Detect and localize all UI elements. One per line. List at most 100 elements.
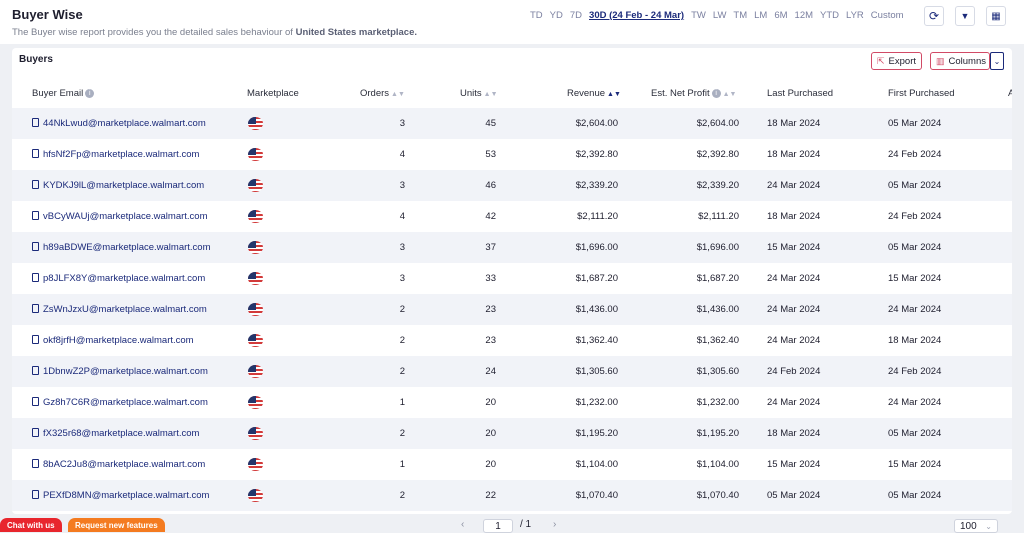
- col-buyer-email: Buyer Email i: [32, 88, 95, 99]
- export-icon: ⇱: [877, 55, 885, 66]
- col-net-profit[interactable]: Est. Net Profit i ▲▼: [651, 88, 736, 99]
- buyer-email-cell[interactable]: 44NkLwud@marketplace.walmart.com: [32, 118, 206, 129]
- units-cell: 22: [485, 490, 496, 501]
- per-page-value: 100: [960, 521, 977, 532]
- copy-icon[interactable]: [32, 118, 39, 127]
- table-row: ZsWnJzxU@marketplace.walmart.com 2 23 $1,43…: [12, 294, 1012, 325]
- buyer-email-cell[interactable]: KYDKJ9lL@marketplace.walmart.com: [32, 180, 204, 191]
- buyer-email-cell[interactable]: vBCyWAUj@marketplace.walmart.com: [32, 211, 208, 222]
- info-icon[interactable]: i: [85, 88, 95, 98]
- range-option[interactable]: 12M: [794, 10, 814, 21]
- filter-icon: ▼: [960, 11, 970, 21]
- first-purchased-cell: 15 Mar 2024: [888, 459, 942, 470]
- col-orders[interactable]: Orders ▲▼: [360, 88, 405, 99]
- copy-icon[interactable]: [32, 397, 39, 406]
- columns-dropdown-toggle[interactable]: ⌄: [990, 52, 1004, 70]
- table-row: p8JLFX8Y@marketplace.walmart.com 3 33 $1,68…: [12, 263, 1012, 294]
- last-purchased-cell: 24 Mar 2024: [767, 304, 821, 315]
- range-option[interactable]: LYR: [846, 10, 864, 21]
- range-option[interactable]: TM: [733, 10, 748, 21]
- buyer-email-cell[interactable]: 1DbnwZ2P@marketplace.walmart.com: [32, 366, 208, 377]
- copy-icon[interactable]: [32, 304, 39, 313]
- refresh-button[interactable]: ⟳: [924, 6, 944, 26]
- subtitle-text: The Buyer wise report provides you the d…: [12, 27, 296, 38]
- us-flag-icon: [248, 117, 263, 130]
- copy-icon[interactable]: [32, 335, 39, 344]
- copy-icon[interactable]: [32, 459, 39, 468]
- col-label: First Purchased: [888, 88, 955, 99]
- orders-cell: 2: [399, 366, 405, 377]
- sort-active-icon: ▲▼: [607, 91, 621, 98]
- last-purchased-cell: 15 Mar 2024: [767, 459, 821, 470]
- range-option[interactable]: TW: [691, 10, 706, 21]
- page-subtitle: The Buyer wise report provides you the d…: [12, 27, 417, 38]
- copy-icon[interactable]: [32, 211, 39, 220]
- range-option[interactable]: LW: [712, 10, 727, 21]
- units-cell: 45: [485, 118, 496, 129]
- range-option[interactable]: Custom: [870, 10, 904, 21]
- request-features-button[interactable]: Request new features: [68, 518, 165, 532]
- buyer-email-cell[interactable]: okf8jrfH@marketplace.walmart.com: [32, 335, 194, 346]
- buyer-email-cell[interactable]: fX325r68@marketplace.walmart.com: [32, 428, 199, 439]
- buyer-email-cell[interactable]: h89aBDWE@marketplace.walmart.com: [32, 242, 211, 253]
- chat-with-us-button[interactable]: Chat with us: [0, 518, 62, 532]
- last-purchased-cell: 24 Feb 2024: [767, 366, 821, 377]
- col-revenue[interactable]: Revenue ▲▼: [567, 88, 621, 99]
- first-purchased-cell: 05 Mar 2024: [888, 242, 942, 253]
- sort-icon: ▲▼: [391, 91, 405, 98]
- col-label: Marketplace: [247, 88, 299, 99]
- buyer-email: okf8jrfH@marketplace.walmart.com: [43, 335, 194, 346]
- revenue-cell: $1,195.20: [575, 428, 618, 439]
- copy-icon[interactable]: [32, 428, 39, 437]
- range-option[interactable]: 30D (24 Feb - 24 Mar): [589, 10, 685, 21]
- columns-button[interactable]: ▥ Columns: [930, 52, 990, 70]
- range-option[interactable]: 7D: [569, 10, 583, 21]
- export-label: Export: [888, 55, 917, 67]
- table-row: vBCyWAUj@marketplace.walmart.com 4 42 $2,11…: [12, 201, 1012, 232]
- last-purchased-cell: 18 Mar 2024: [767, 149, 821, 160]
- buyer-email-cell[interactable]: hfsNf2Fp@marketplace.walmart.com: [32, 149, 199, 160]
- page-input[interactable]: 1: [483, 519, 513, 533]
- per-page-select[interactable]: 100 ⌄: [954, 519, 998, 533]
- table-row: KYDKJ9lL@marketplace.walmart.com 3 46 $2,33…: [12, 170, 1012, 201]
- orders-cell: 4: [399, 211, 405, 222]
- range-option[interactable]: YD: [549, 10, 563, 21]
- table-row: PEXfD8MN@marketplace.walmart.com 2 22 $1,07…: [12, 480, 1012, 511]
- layout-button[interactable]: ▦: [986, 6, 1006, 26]
- range-option[interactable]: LM: [754, 10, 768, 21]
- net-profit-cell: $1,687.20: [696, 273, 739, 284]
- copy-icon[interactable]: [32, 366, 39, 375]
- buyer-email-cell[interactable]: 8bAC2Ju8@marketplace.walmart.com: [32, 459, 205, 470]
- filter-button[interactable]: ▼: [955, 6, 975, 26]
- info-icon[interactable]: i: [711, 88, 721, 98]
- refresh-icon: ⟳: [928, 9, 940, 23]
- buyer-email: fX325r68@marketplace.walmart.com: [43, 428, 200, 439]
- buyer-email: Gz8h7C6R@marketplace.walmart.com: [43, 397, 208, 408]
- col-label: Orders: [360, 88, 390, 99]
- copy-icon[interactable]: [32, 273, 39, 282]
- range-option[interactable]: YTD: [820, 10, 840, 21]
- first-purchased-cell: 05 Mar 2024: [888, 428, 942, 439]
- units-cell: 37: [485, 242, 496, 253]
- buyer-email-cell[interactable]: Gz8h7C6R@marketplace.walmart.com: [32, 397, 208, 408]
- range-option[interactable]: 6M: [774, 10, 788, 21]
- units-cell: 33: [485, 273, 496, 284]
- buyer-email-cell[interactable]: PEXfD8MN@marketplace.walmart.com: [32, 490, 209, 501]
- last-purchased-cell: 24 Mar 2024: [767, 273, 821, 284]
- copy-icon[interactable]: [32, 242, 39, 251]
- table-row: hfsNf2Fp@marketplace.walmart.com 4 53 $2,39…: [12, 139, 1012, 170]
- us-flag-icon: [248, 427, 263, 440]
- buyer-email-cell[interactable]: ZsWnJzxU@marketplace.walmart.com: [32, 304, 207, 315]
- col-units[interactable]: Units ▲▼: [460, 88, 498, 99]
- range-option[interactable]: TD: [530, 10, 543, 21]
- col-label: A: [1008, 88, 1012, 99]
- next-page-button[interactable]: ›: [553, 519, 557, 530]
- buyer-email-cell[interactable]: p8JLFX8Y@marketplace.walmart.com: [32, 273, 205, 284]
- us-flag-icon: [248, 179, 263, 192]
- copy-icon[interactable]: [32, 180, 39, 189]
- export-button[interactable]: ⇱ Export: [871, 52, 923, 70]
- copy-icon[interactable]: [32, 149, 39, 158]
- copy-icon[interactable]: [32, 490, 39, 499]
- prev-page-button[interactable]: ‹: [461, 519, 465, 530]
- orders-cell: 4: [399, 149, 405, 160]
